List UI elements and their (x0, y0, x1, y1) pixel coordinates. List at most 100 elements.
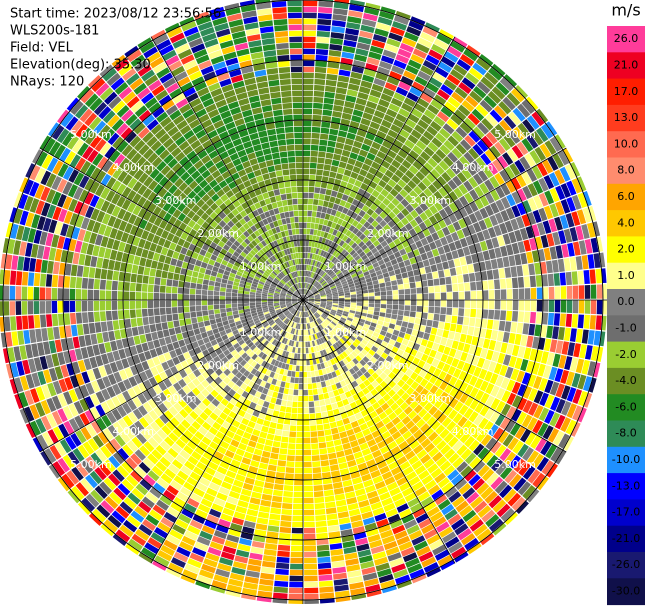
gate (215, 317, 222, 324)
gate (411, 535, 426, 546)
gate (319, 270, 324, 276)
gate (162, 263, 170, 272)
gate (195, 300, 202, 306)
gate (583, 392, 593, 408)
gate (443, 139, 455, 151)
gate (546, 352, 555, 366)
gate (442, 183, 453, 194)
gate (303, 282, 305, 289)
gate (317, 12, 332, 20)
gate (420, 453, 432, 465)
gate (381, 160, 391, 169)
gate (563, 257, 571, 272)
gate (431, 358, 440, 368)
gate (532, 180, 544, 195)
gate (309, 234, 313, 241)
gate (577, 314, 585, 329)
gate (484, 260, 492, 271)
gate (561, 341, 570, 355)
gate (511, 496, 526, 511)
gate (373, 198, 382, 207)
gate (326, 360, 333, 367)
gate (314, 302, 321, 305)
gate (360, 117, 371, 127)
gate (414, 124, 426, 135)
gate (166, 314, 173, 322)
gate (123, 291, 130, 300)
gate (529, 238, 537, 251)
gate (401, 415, 411, 426)
gate (34, 314, 41, 329)
gate (397, 179, 407, 189)
gate (474, 210, 483, 222)
gate (303, 341, 306, 348)
gate (135, 309, 142, 318)
gate (520, 359, 529, 372)
gate (366, 458, 376, 468)
gate (321, 115, 332, 123)
gate (300, 353, 303, 360)
gate (307, 303, 313, 307)
gate (317, 276, 322, 282)
gate (414, 205, 424, 215)
gate (318, 7, 333, 14)
gate (359, 442, 369, 451)
gate (532, 419, 544, 434)
gate (342, 310, 349, 315)
gate (375, 368, 383, 376)
gate (345, 163, 354, 171)
gate (537, 422, 549, 437)
gate (133, 255, 141, 266)
gate (303, 509, 315, 516)
gate (328, 324, 334, 330)
gate (482, 338, 491, 349)
gate (444, 51, 459, 63)
gate (312, 280, 317, 286)
gate (378, 524, 391, 534)
gate (262, 487, 273, 495)
gate (479, 182, 490, 195)
gate (317, 556, 331, 563)
gate (514, 426, 526, 440)
gate (213, 295, 220, 300)
gate (471, 336, 479, 346)
gate (513, 458, 526, 473)
gate (383, 215, 392, 224)
gate (439, 428, 450, 439)
gate (310, 425, 317, 432)
gate (344, 273, 351, 279)
gate (565, 371, 575, 386)
gate (183, 294, 190, 300)
gate (453, 210, 463, 221)
gate (320, 301, 327, 304)
gate (310, 223, 315, 229)
gate (304, 539, 316, 546)
gate (467, 326, 475, 336)
gate (533, 376, 543, 390)
gate (411, 108, 423, 119)
gate (427, 157, 438, 168)
gate (488, 248, 496, 260)
gate (364, 158, 373, 167)
gate (362, 293, 369, 297)
gate (488, 309, 495, 320)
gate (348, 4, 365, 13)
gate (168, 327, 176, 336)
gate (314, 303, 320, 307)
gate (331, 159, 340, 167)
gate (282, 393, 288, 401)
gate (398, 541, 413, 552)
gate (401, 374, 410, 383)
gate (373, 393, 382, 402)
gate (388, 241, 396, 249)
gate (339, 319, 346, 324)
gate (466, 45, 481, 57)
gate (363, 229, 371, 237)
gate (461, 168, 472, 180)
gate (275, 398, 282, 406)
gate (400, 226, 408, 235)
gate (347, 83, 360, 92)
gate (337, 425, 346, 433)
gate (494, 172, 505, 186)
gate (197, 272, 205, 279)
